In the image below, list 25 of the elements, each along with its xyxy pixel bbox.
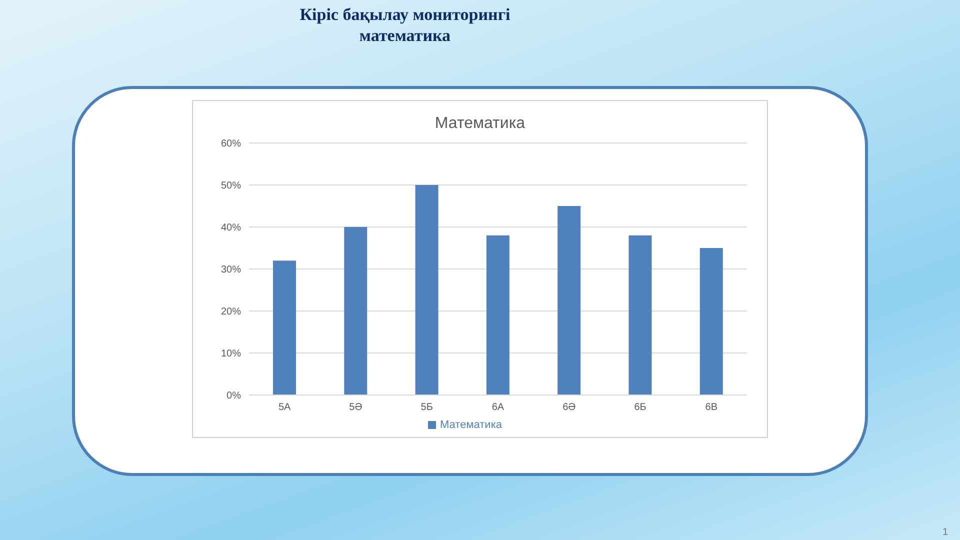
x-tick-label: 6В	[705, 402, 718, 414]
bar	[273, 260, 296, 395]
legend-label: Математика	[440, 419, 502, 431]
y-tick-label: 50%	[220, 180, 242, 192]
bar	[344, 227, 368, 395]
text: 1	[942, 527, 948, 538]
bar	[628, 235, 652, 395]
chart-subtitle: Математика	[434, 115, 526, 134]
y-tick-label: 20%	[220, 306, 242, 318]
x-tick-label: 5Ә	[349, 402, 363, 414]
y-tick-label: 10%	[220, 348, 242, 360]
y-tick-label: 0%	[226, 390, 242, 402]
y-tick-label: 40%	[220, 222, 242, 234]
x-tick-label: 6Б	[634, 402, 647, 414]
bar	[486, 235, 510, 395]
y-tick-label: 30%	[220, 264, 242, 276]
bar	[700, 248, 723, 395]
x-tick-label: 6А	[492, 402, 504, 414]
chart-title: Кіріс бақылау мониторингі математика	[298, 4, 512, 46]
x-tick-label: 5Б	[420, 402, 434, 414]
bar	[415, 185, 438, 395]
x-tick-label: 5А	[278, 402, 292, 414]
y-tick-label: 60%	[220, 138, 242, 150]
bar	[558, 206, 581, 395]
x-tick-label: 6Ә	[562, 402, 576, 414]
